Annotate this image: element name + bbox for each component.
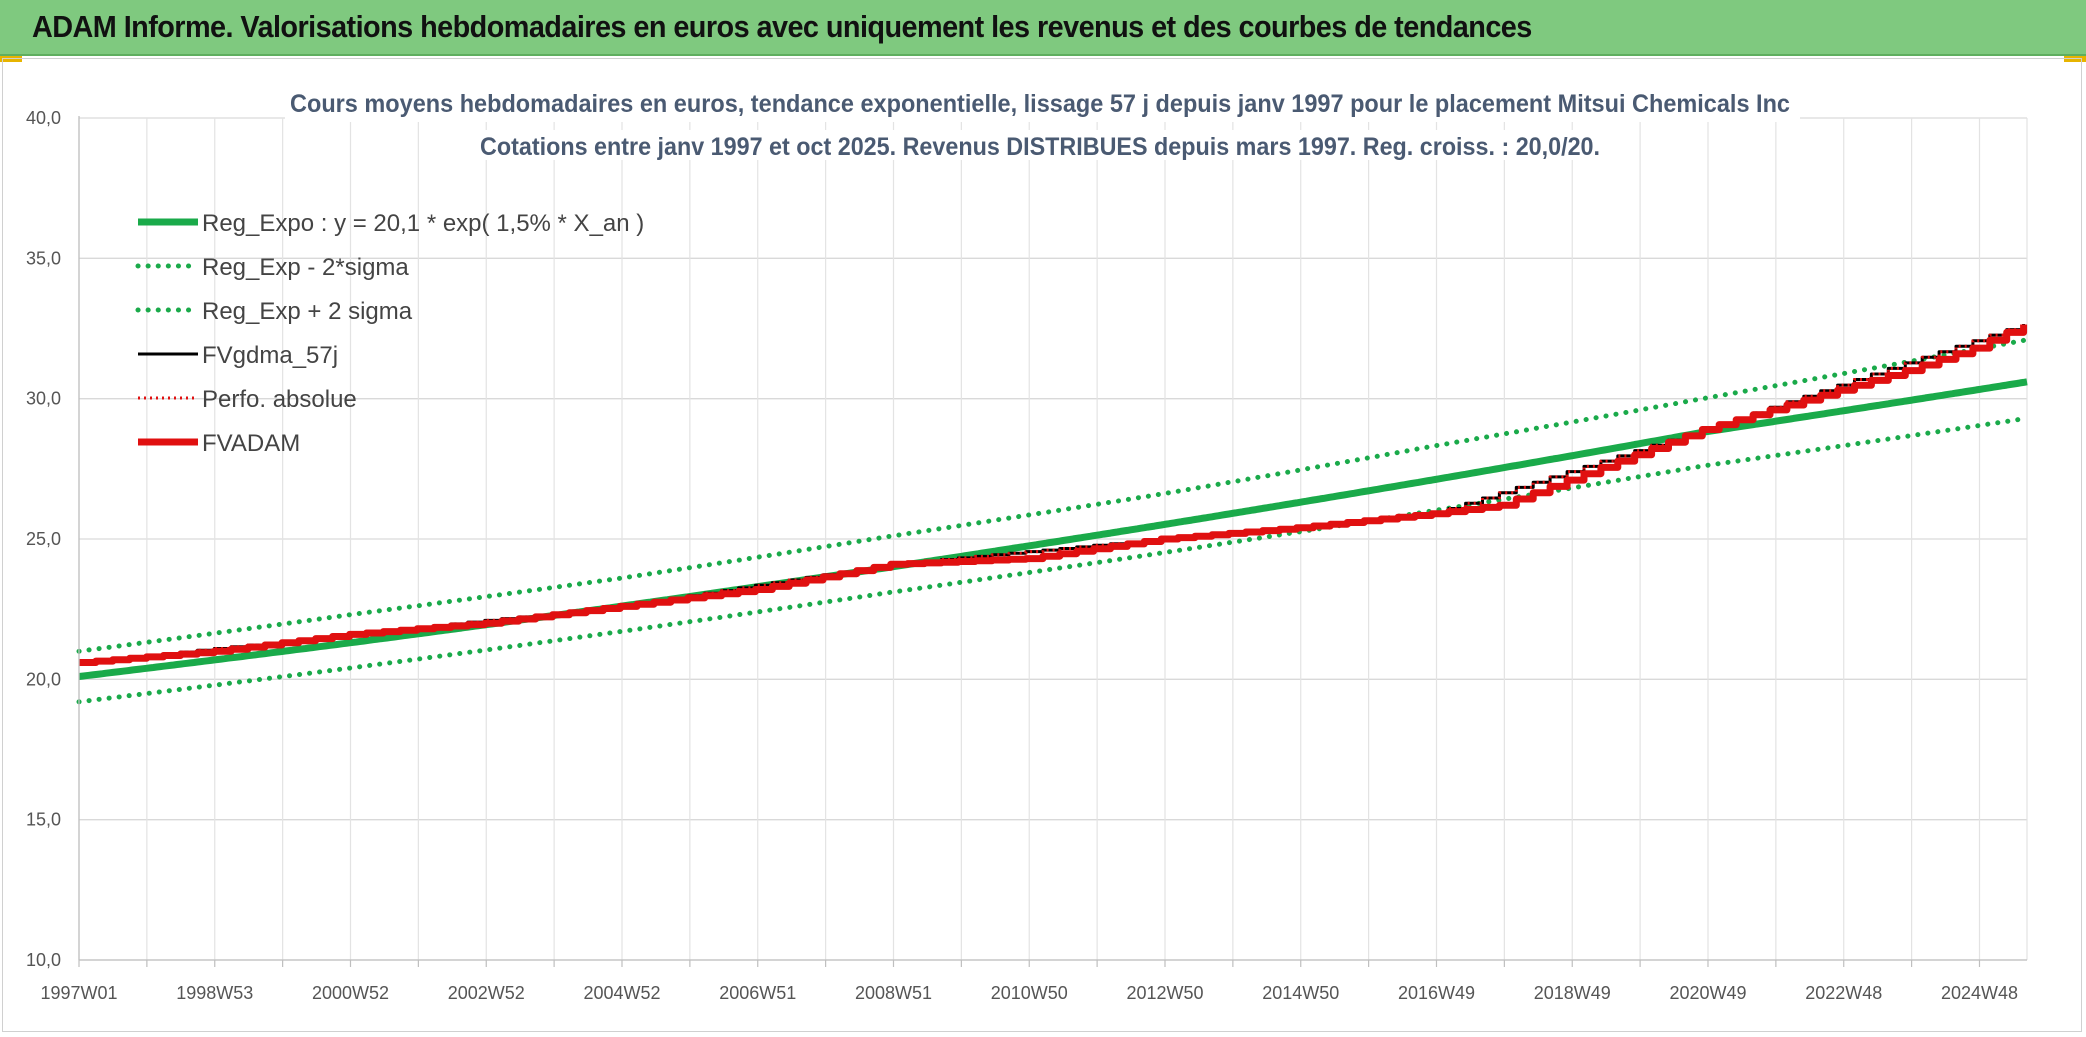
x-tick-label: 2014W50 <box>1262 983 1339 1003</box>
y-tick-label: 10,0 <box>26 950 61 970</box>
series-line-6 <box>79 324 2028 666</box>
y-tick-label: 15,0 <box>26 810 61 830</box>
legend: Reg_Expo : y = 20,1 * exp( 1,5% * X_an )… <box>135 210 644 457</box>
title-line1-background <box>285 92 1800 122</box>
x-tick-label: 2000W52 <box>312 983 389 1003</box>
legend-label: FVADAM <box>202 430 300 457</box>
chart-frame <box>2 58 2082 1032</box>
x-tick-label: 2004W52 <box>583 983 660 1003</box>
series-layer <box>76 324 2030 705</box>
y-tick-label: 20,0 <box>26 669 61 689</box>
x-tick-label: 2008W51 <box>855 983 932 1003</box>
grid-layer <box>78 117 2028 961</box>
y-tick-label: 30,0 <box>26 389 61 409</box>
title-line2-background <box>475 130 1605 160</box>
legend-label: Reg_Expo : y = 20,1 * exp( 1,5% * X_an ) <box>202 210 644 237</box>
legend-label: Perfo. absolue <box>202 386 357 413</box>
chart-title-line1: Cours moyens hebdomadaires en euros, ten… <box>290 90 1790 118</box>
legend-label: FVgdma_57j <box>202 342 338 369</box>
y-tick-label: 25,0 <box>26 529 61 549</box>
x-tick-label: 2012W50 <box>1126 983 1203 1003</box>
series-line-2 <box>76 415 2030 705</box>
x-tick-label: 2002W52 <box>448 983 525 1003</box>
legend-label: Reg_Exp + 2 sigma <box>202 298 413 325</box>
y-tick-label: 35,0 <box>26 248 61 268</box>
report-title: ADAM Informe. Valorisations hebdomadaire… <box>32 9 1532 44</box>
series-line-3 <box>76 337 2030 654</box>
x-tick-label: 1998W53 <box>176 983 253 1003</box>
x-tick-label: 1997W01 <box>40 983 117 1003</box>
corner-mark-right <box>2064 56 2086 62</box>
corner-mark-left <box>0 56 22 62</box>
report-banner: ADAM Informe. Valorisations hebdomadaire… <box>0 0 2086 56</box>
x-tick-label: 2016W49 <box>1398 983 1475 1003</box>
chart-title-line2: Cotations entre janv 1997 et oct 2025. R… <box>480 133 1600 161</box>
x-tick-label: 2024W48 <box>1941 983 2018 1003</box>
y-tick-label: 40,0 <box>26 108 61 128</box>
x-tick-label: 2020W49 <box>1669 983 1746 1003</box>
legend-label: Reg_Exp - 2*sigma <box>202 254 409 281</box>
x-tick-label: 2006W51 <box>719 983 796 1003</box>
x-tick-label: 2022W48 <box>1805 983 1882 1003</box>
x-tick-label: 2018W49 <box>1534 983 1611 1003</box>
x-tick-label: 2010W50 <box>991 983 1068 1003</box>
axis-layer: 10,0 15,0 20,0 25,0 30,0 35,0 40,0 1997W01 1998W… <box>26 108 2027 1003</box>
